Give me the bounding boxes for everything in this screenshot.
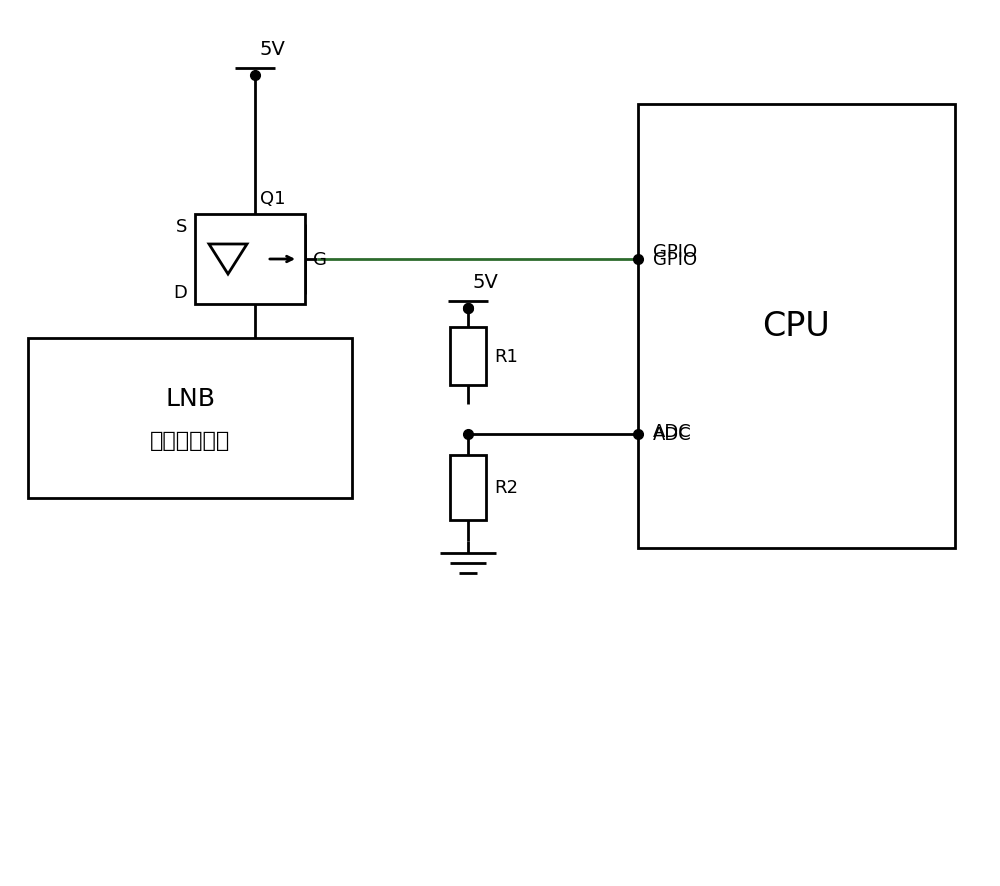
Text: G: G	[313, 251, 327, 268]
Text: ADC: ADC	[653, 423, 692, 440]
Text: R2: R2	[494, 479, 518, 497]
Text: LNB: LNB	[165, 386, 215, 410]
Bar	[28, 338, 352, 499]
Text: ADC: ADC	[653, 425, 692, 444]
Bar	[450, 328, 486, 385]
Text: 5V: 5V	[260, 40, 286, 59]
Text: R1: R1	[494, 347, 518, 366]
Text: D: D	[173, 284, 187, 301]
Text: 供电控制电路: 供电控制电路	[150, 431, 230, 450]
Bar	[195, 214, 305, 305]
Text: GPIO: GPIO	[653, 243, 697, 260]
Text: 5V: 5V	[473, 273, 499, 291]
Text: CPU: CPU	[763, 310, 830, 343]
Bar	[638, 105, 955, 548]
Text: Q1: Q1	[260, 190, 286, 207]
Bar	[450, 456, 486, 520]
Text: S: S	[176, 218, 187, 236]
Text: GPIO: GPIO	[653, 251, 697, 268]
